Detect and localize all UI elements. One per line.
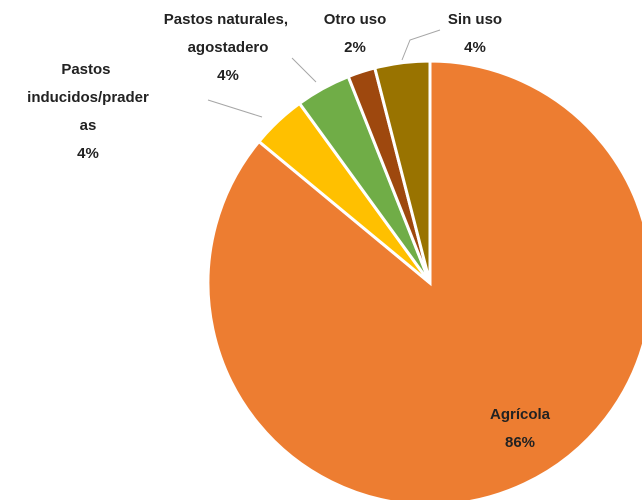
leader-line xyxy=(291,57,317,83)
value-label: 86% xyxy=(505,434,535,451)
value-label: 4% xyxy=(464,39,486,56)
category-label: Pastos inducidos/prader as xyxy=(27,61,149,134)
category-label: Agrícola xyxy=(490,406,551,423)
category-label: Pastos naturales, agostadero xyxy=(164,11,292,56)
category-label: Sin uso xyxy=(448,11,502,28)
leader-line xyxy=(207,99,263,118)
value-label: 4% xyxy=(77,145,99,162)
value-label: 4% xyxy=(217,67,239,84)
category-label: Otro uso xyxy=(324,11,387,28)
pie-slice xyxy=(372,59,432,284)
leader-line xyxy=(401,29,441,61)
value-label: 2% xyxy=(344,39,366,56)
